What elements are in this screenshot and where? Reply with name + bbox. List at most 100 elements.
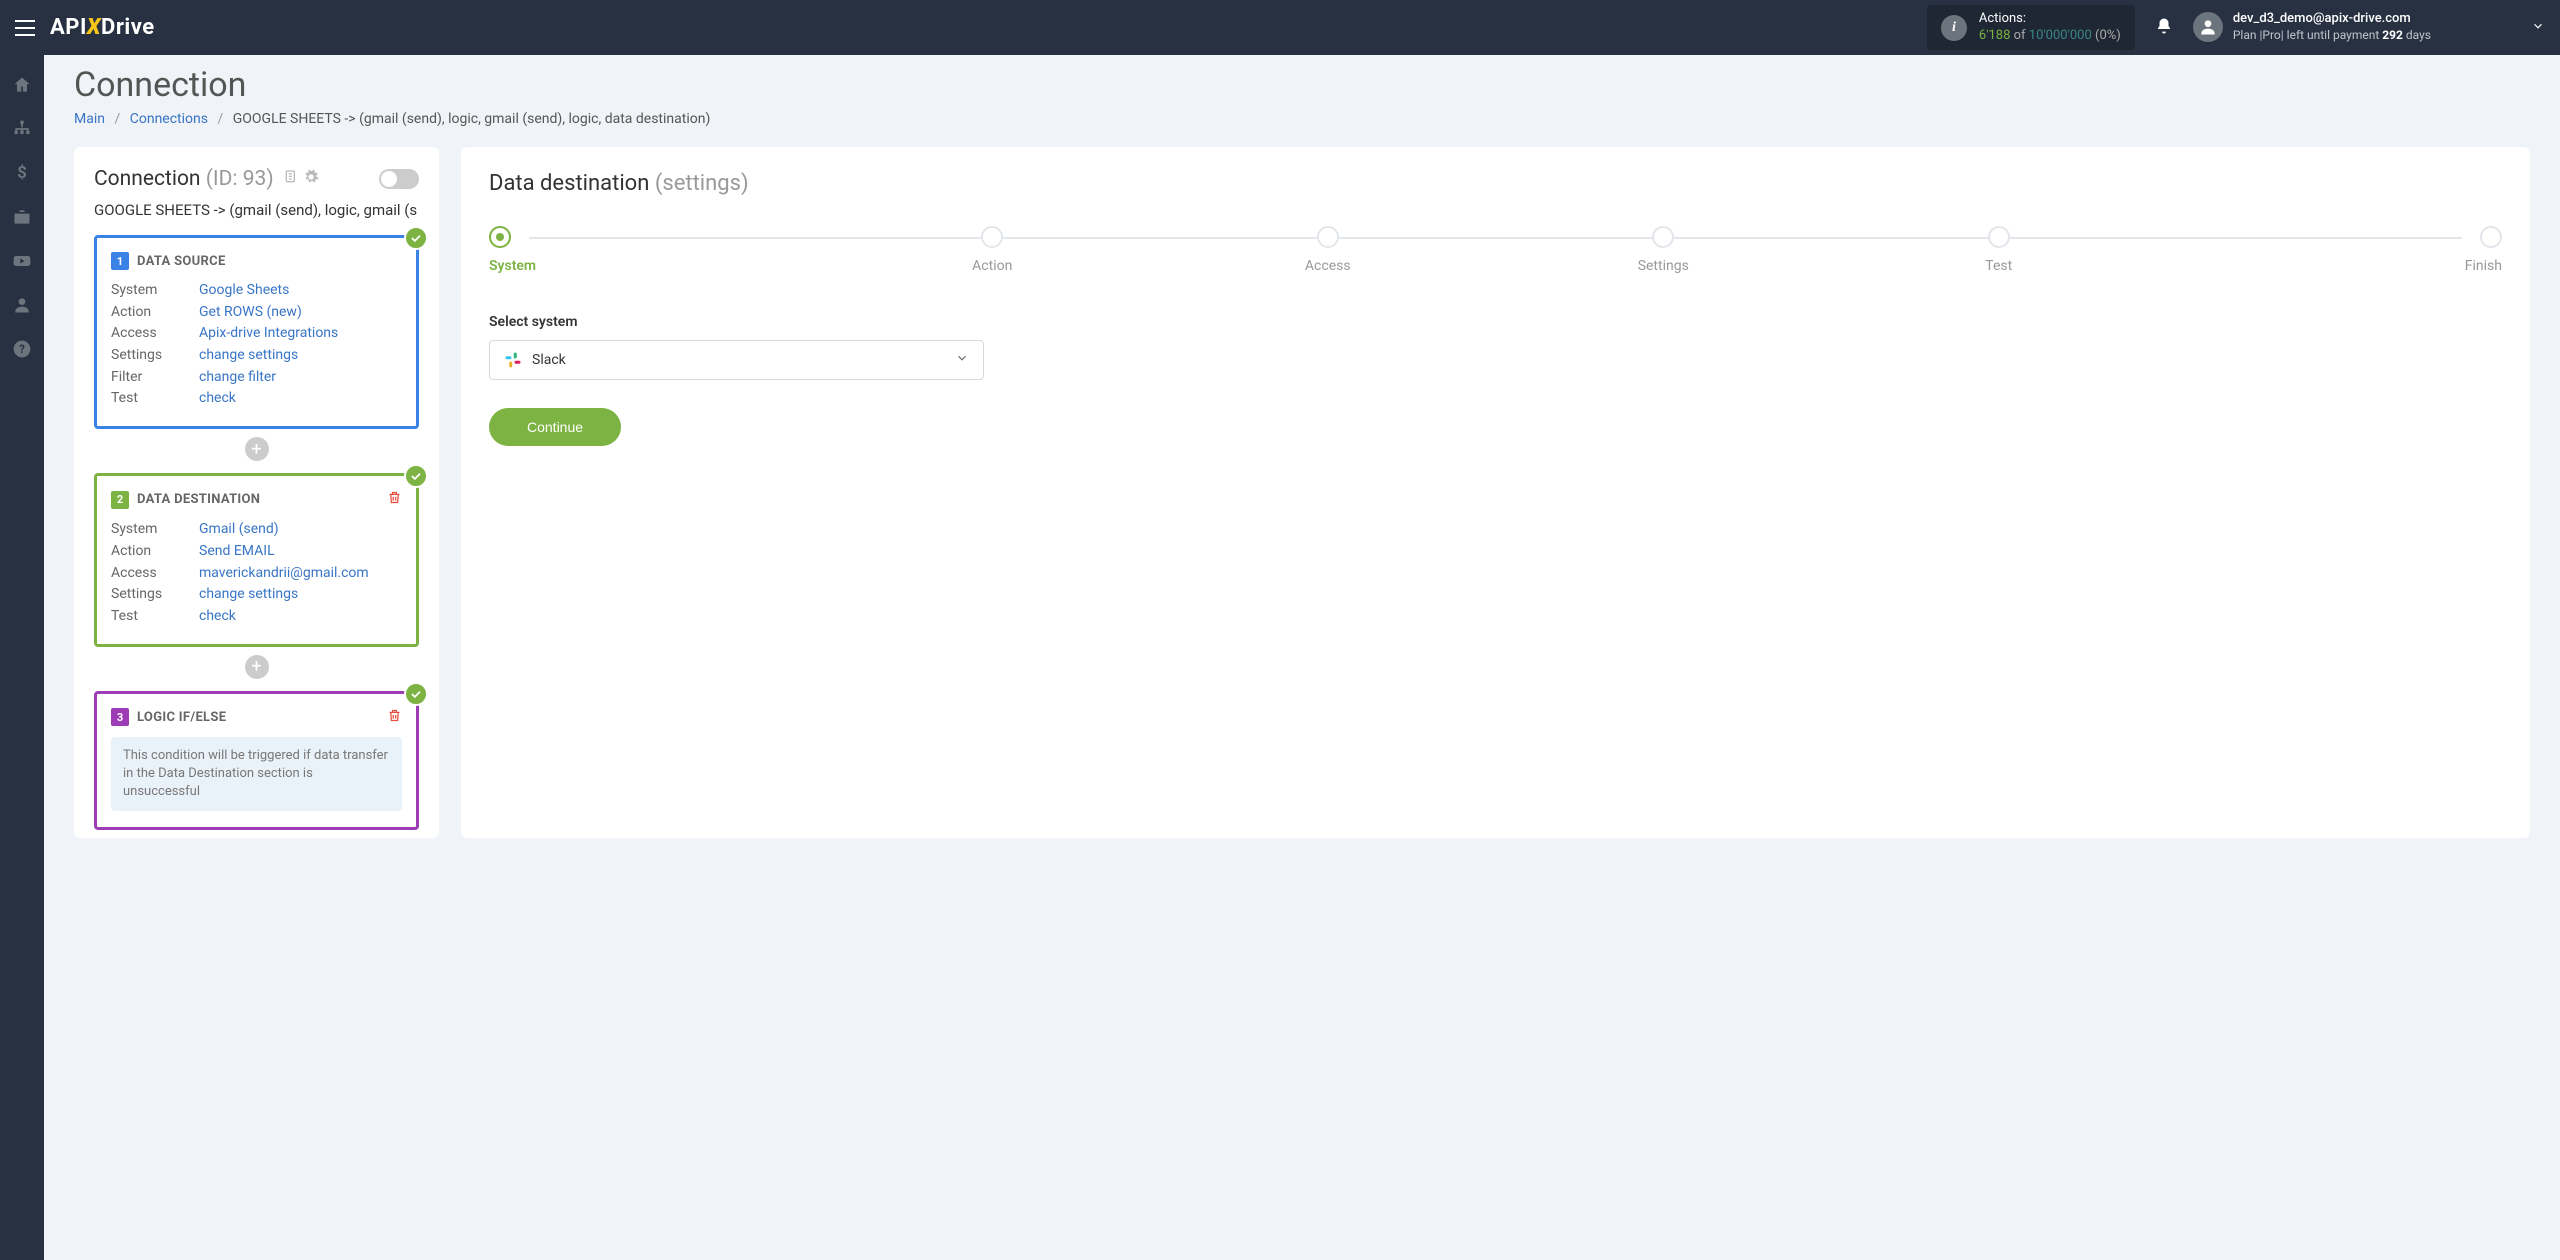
stepper-item-finish[interactable]: Finish: [2167, 226, 2503, 274]
actions-total: 10'000'000: [2029, 28, 2092, 43]
stepper-item-settings[interactable]: Settings: [1496, 226, 1832, 274]
breadcrumb-connections[interactable]: Connections: [130, 111, 208, 127]
step-card-green[interactable]: 2DATA DESTINATIONSystemGmail (send)Actio…: [94, 473, 419, 646]
stepper-dot: [1652, 226, 1674, 248]
logic-info: This condition will be triggered if data…: [111, 737, 402, 812]
youtube-icon[interactable]: [12, 251, 32, 271]
actions-pct: (0%): [2095, 28, 2121, 43]
stepper-dot: [1317, 226, 1339, 248]
stepper-item-system[interactable]: System: [489, 226, 825, 274]
system-select[interactable]: Slack: [489, 340, 984, 380]
row-value[interactable]: check: [199, 606, 236, 628]
stepper-label: Settings: [1638, 258, 1689, 274]
stepper-dot: [981, 226, 1003, 248]
help-icon[interactable]: ?: [12, 339, 32, 359]
row-value[interactable]: Send EMAIL: [199, 541, 275, 563]
add-step-button[interactable]: +: [245, 655, 269, 679]
dest-title: Data destination: [489, 171, 655, 196]
user-icon[interactable]: [12, 295, 32, 315]
row-value[interactable]: Get ROWS (new): [199, 302, 302, 324]
notifications-icon[interactable]: [2155, 17, 2173, 39]
breadcrumb-sep: /: [114, 111, 120, 127]
plan-post: days: [2403, 28, 2431, 42]
logo-post: Drive: [101, 15, 155, 40]
row-value[interactable]: Google Sheets: [199, 280, 289, 302]
stepper-label: Test: [1985, 258, 2012, 274]
row-label: Settings: [111, 345, 199, 367]
stepper-item-access[interactable]: Access: [1160, 226, 1496, 274]
stepper-dot: [2480, 226, 2502, 248]
row-value[interactable]: change filter: [199, 367, 276, 389]
row-value[interactable]: change settings: [199, 584, 298, 606]
step-row: Filterchange filter: [111, 367, 402, 389]
stepper-dot: [489, 226, 511, 248]
step-row: Settingschange settings: [111, 584, 402, 606]
step-card-blue[interactable]: 1 DATA SOURCE SystemGoogle SheetsActionGet…: [94, 235, 419, 429]
row-value[interactable]: check: [199, 388, 236, 410]
stepper-dot: [1988, 226, 2010, 248]
user-menu[interactable]: dev_d3_demo@apix-drive.com Plan |Pro| le…: [2193, 11, 2431, 43]
topbar: APIXDrive i Actions: 6'188 of 10'000'000…: [0, 0, 2560, 55]
chevron-down-icon[interactable]: [2531, 19, 2545, 37]
svg-text:?: ?: [19, 342, 25, 356]
breadcrumb-main[interactable]: Main: [74, 111, 105, 127]
chevron-down-icon: [955, 351, 969, 369]
row-label: System: [111, 280, 199, 302]
copy-icon[interactable]: [283, 169, 299, 189]
step-row: Testcheck: [111, 388, 402, 410]
main-content: Connection Main / Connections / GOOGLE S…: [44, 55, 2560, 1260]
step-title: DATA SOURCE: [137, 254, 226, 269]
billing-icon[interactable]: $: [12, 163, 32, 183]
row-label: Action: [111, 302, 199, 324]
row-label: Access: [111, 563, 199, 585]
step-row: Testcheck: [111, 606, 402, 628]
select-value: Slack: [532, 352, 945, 368]
row-value[interactable]: maverickandrii@gmail.com: [199, 563, 369, 585]
step-row: AccessApix-drive Integrations: [111, 323, 402, 345]
connections-icon[interactable]: [12, 119, 32, 139]
check-icon: [404, 226, 428, 250]
sidebar: $ ?: [0, 55, 44, 1260]
menu-toggle[interactable]: [15, 20, 35, 36]
step-row: SystemGoogle Sheets: [111, 280, 402, 302]
dest-title-sub: (settings): [655, 171, 749, 196]
stepper-label: Finish: [2465, 258, 2502, 274]
actions-text: Actions: 6'188 of 10'000'000 (0%): [1979, 11, 2121, 45]
row-label: Test: [111, 606, 199, 628]
delete-icon[interactable]: [387, 490, 402, 509]
plan-days: 292: [2382, 28, 2403, 42]
conn-title-id: (ID: 93): [206, 167, 274, 191]
avatar-icon: [2193, 12, 2223, 42]
row-value[interactable]: change settings: [199, 345, 298, 367]
conn-subtitle: GOOGLE SHEETS -> (gmail (send), logic, g…: [94, 201, 419, 219]
stepper-item-test[interactable]: Test: [1831, 226, 2167, 274]
stepper-item-action[interactable]: Action: [825, 226, 1161, 274]
actions-used: 6'188: [1979, 28, 2011, 43]
actions-of: of: [2014, 28, 2026, 43]
row-label: Test: [111, 388, 199, 410]
destination-panel: Data destination (settings) System Action…: [461, 147, 2530, 838]
plan-pre: Plan |Pro| left until payment: [2233, 28, 2382, 42]
step-card-purple[interactable]: 3 LOGIC IF/ELSE This condition will be tri…: [94, 691, 419, 831]
user-email: dev_d3_demo@apix-drive.com: [2233, 11, 2431, 28]
stepper-label: System: [489, 258, 536, 274]
step-number: 2: [111, 491, 129, 509]
breadcrumb-current: GOOGLE SHEETS -> (gmail (send), logic, g…: [233, 111, 711, 127]
step-number: 3: [111, 708, 129, 726]
continue-button[interactable]: Continue: [489, 408, 621, 446]
logo[interactable]: APIXDrive: [50, 15, 155, 40]
delete-icon[interactable]: [387, 708, 402, 727]
actions-badge[interactable]: i Actions: 6'188 of 10'000'000 (0%): [1927, 5, 2135, 51]
row-value[interactable]: Gmail (send): [199, 519, 279, 541]
add-step-button[interactable]: +: [245, 437, 269, 461]
check-icon: [404, 682, 428, 706]
briefcase-icon[interactable]: [12, 207, 32, 227]
connection-panel: Connection (ID: 93) GOOGLE SHEETS -> (gm…: [74, 147, 439, 838]
home-icon[interactable]: [12, 75, 32, 95]
row-value[interactable]: Apix-drive Integrations: [199, 323, 338, 345]
connection-toggle[interactable]: [379, 169, 419, 189]
gear-icon[interactable]: [303, 169, 319, 189]
user-info: dev_d3_demo@apix-drive.com Plan |Pro| le…: [2233, 11, 2431, 43]
step-number: 1: [111, 252, 129, 270]
step-title: LOGIC IF/ELSE: [137, 710, 226, 725]
